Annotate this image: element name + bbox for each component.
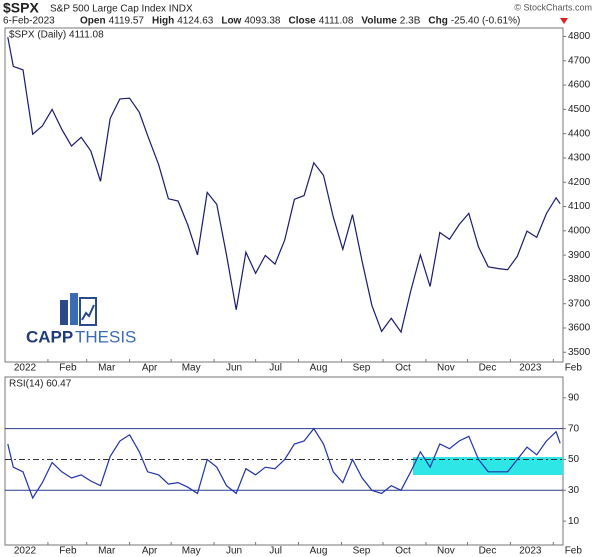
date: 6-Feb-2023: [3, 16, 55, 27]
x-tick-label: Jul: [269, 363, 282, 374]
instrument-name: S&P 500 Large Cap Index INDX: [50, 4, 193, 15]
x-tick-label: May: [182, 546, 201, 557]
x-tick-label: Sep: [353, 363, 371, 374]
x-tick-label: 2023: [519, 546, 542, 557]
y-tick-label: 30: [568, 485, 580, 496]
y-tick-label: 4400: [568, 128, 591, 139]
x-tick-label: Apr: [142, 363, 158, 374]
x-tick-label: Apr: [142, 546, 158, 557]
logo-frame: [79, 297, 97, 326]
x-tick-label: Oct: [395, 363, 411, 374]
y-tick-label: 50: [568, 454, 580, 465]
y-tick-label: 4100: [568, 201, 591, 212]
x-tick-label: Jun: [226, 546, 242, 557]
x-tick-label: Dec: [479, 363, 497, 374]
x-tick-label: Feb: [565, 363, 583, 374]
x-tick-label: Aug: [310, 546, 328, 557]
x-tick-label: Feb: [59, 363, 77, 374]
series-line: [7, 37, 561, 334]
x-tick-label: Aug: [310, 363, 328, 374]
field-label: Low: [221, 16, 241, 27]
credit: © StockCharts.com: [514, 2, 592, 12]
field-label: High: [152, 16, 174, 27]
y-tick-label: 3600: [568, 323, 591, 334]
x-tick-label: Feb: [565, 546, 583, 557]
y-tick-label: 3700: [568, 298, 591, 309]
logo-text: THESIS: [75, 327, 136, 346]
y-tick-label: 4800: [568, 31, 591, 42]
x-tick-label: Nov: [437, 363, 455, 374]
y-tick-label: 4600: [568, 80, 591, 91]
y-tick-label: 3500: [568, 347, 591, 358]
logo: CAPP THESIS: [26, 293, 136, 346]
x-tick-label: May: [182, 363, 201, 374]
x-tick-label: Dec: [479, 546, 497, 557]
field-label: Close: [289, 16, 317, 27]
y-tick-label: 3800: [568, 274, 591, 285]
highlight-zone: [413, 457, 563, 475]
logo-text: CAPP: [26, 327, 73, 346]
rsi-legend: RSI(14) 60.47: [9, 379, 72, 390]
price-legend: $SPX (Daily) 4111.08: [9, 30, 104, 41]
y-tick-label: 70: [568, 423, 580, 434]
logo-bar: [60, 300, 68, 325]
field-label: Chg: [428, 16, 447, 27]
y-tick-label: 10: [568, 516, 580, 527]
x-tick-label: Feb: [59, 546, 77, 557]
logo-arrow: [81, 304, 95, 321]
x-tick-label: Oct: [395, 546, 411, 557]
x-tick-label: Sep: [353, 546, 371, 557]
header-fields: Open 4119.57 High 4124.63 Low 4093.38 Close 411…: [80, 16, 520, 27]
logo-bar: [70, 293, 78, 325]
down-arrow: [560, 18, 568, 24]
field-value: -25.40 (-0.61%): [451, 16, 520, 27]
y-tick-label: 3900: [568, 250, 591, 261]
y-tick-label: 90: [568, 392, 580, 403]
x-tick-label: Jul: [269, 546, 282, 557]
field-label: Open: [80, 16, 106, 27]
x-tick-label: Mar: [98, 546, 116, 557]
field-value: 2.3B: [400, 16, 421, 27]
field-label: Volume: [361, 16, 397, 27]
field-value: 4093.38: [244, 16, 281, 27]
x-tick-label: 2022: [14, 546, 37, 557]
x-tick-label: Nov: [437, 546, 455, 557]
y-tick-label: 4200: [568, 177, 591, 188]
x-tick-label: 2022: [14, 363, 37, 374]
field-value: 4124.63: [177, 16, 214, 27]
x-tick-label: 2023: [519, 363, 542, 374]
field-value: 4111.08: [319, 16, 354, 27]
symbol: $SPX: [3, 0, 39, 16]
series-line: [7, 427, 561, 500]
x-tick-label: Mar: [98, 363, 116, 374]
x-tick-label: Jun: [226, 363, 242, 374]
y-tick-label: 4300: [568, 153, 591, 164]
y-tick-label: 4500: [568, 104, 591, 115]
field-value: 4119.57: [109, 16, 145, 27]
y-tick-label: 4000: [568, 225, 591, 236]
y-tick-label: 4700: [568, 55, 591, 66]
price-panel: [4, 27, 564, 363]
